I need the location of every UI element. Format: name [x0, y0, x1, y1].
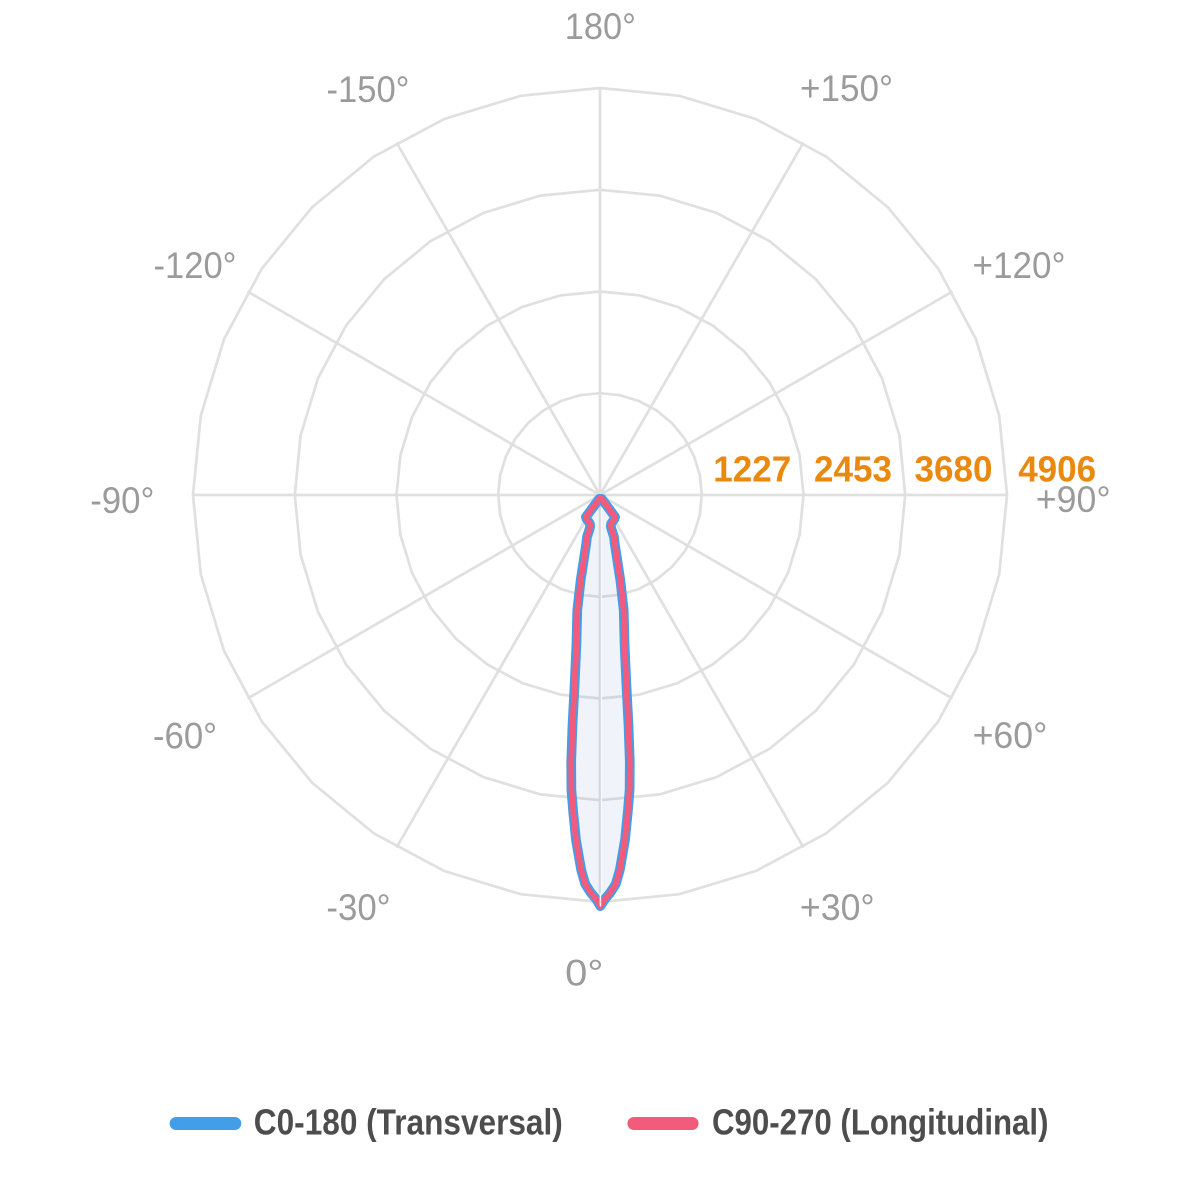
svg-text:+150°: +150°	[800, 68, 893, 109]
svg-text:3680: 3680	[915, 448, 993, 489]
svg-text:-60°: -60°	[153, 715, 217, 756]
svg-text:-120°: -120°	[154, 245, 237, 286]
svg-text:180°: 180°	[565, 6, 636, 47]
svg-text:4906: 4906	[1018, 448, 1096, 489]
svg-text:-30°: -30°	[326, 887, 390, 928]
svg-text:1227: 1227	[713, 448, 791, 489]
svg-text:C90-270 (Longitudinal): C90-270 (Longitudinal)	[712, 1101, 1049, 1142]
svg-text:+60°: +60°	[973, 715, 1048, 756]
svg-text:+120°: +120°	[973, 245, 1066, 286]
svg-text:-90°: -90°	[90, 480, 154, 521]
svg-text:2453: 2453	[814, 448, 892, 489]
svg-text:+90°: +90°	[1036, 479, 1111, 520]
svg-text:C0-180 (Transversal): C0-180 (Transversal)	[254, 1101, 563, 1142]
svg-text:-150°: -150°	[327, 69, 410, 110]
svg-text:0°: 0°	[565, 952, 603, 993]
svg-text:+30°: +30°	[800, 887, 875, 928]
